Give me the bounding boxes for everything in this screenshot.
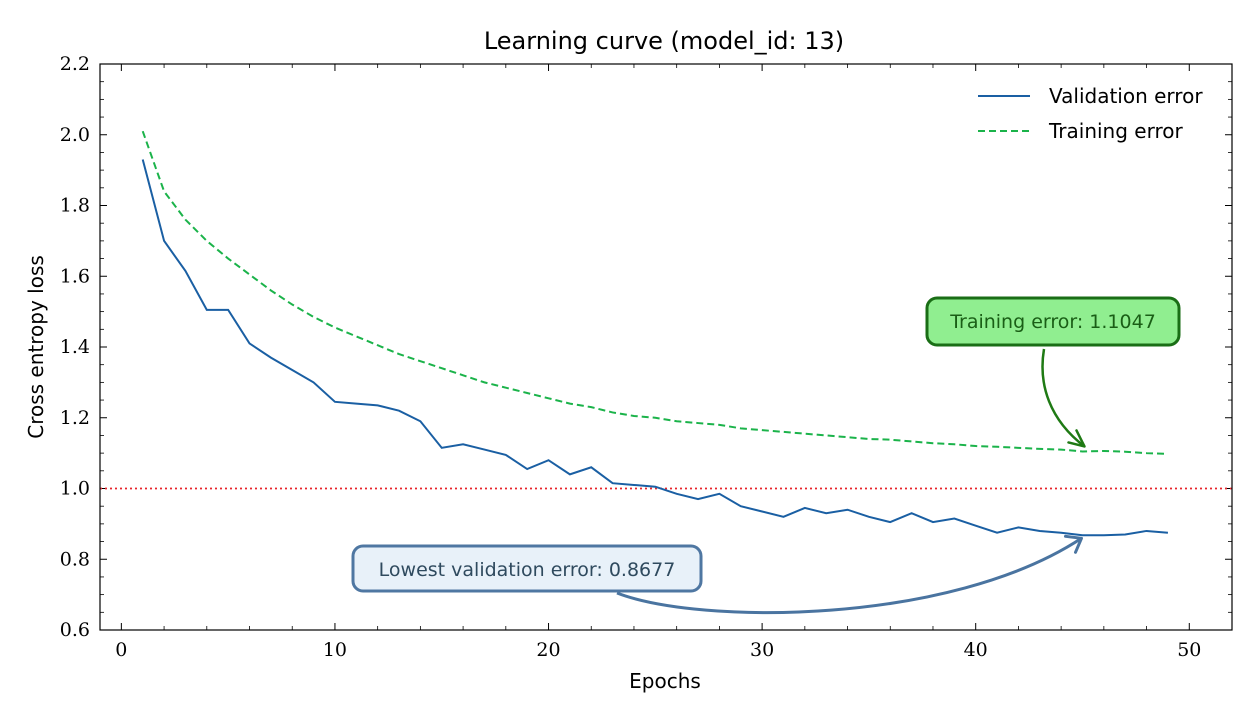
legend-label-training: Training error: [1048, 119, 1183, 143]
x-tick-label: 0: [115, 639, 127, 661]
validation-error-line: [141, 159, 1169, 537]
x-tick-label: 30: [750, 639, 774, 661]
validation-annotation-text: Lowest validation error: 0.8677: [379, 559, 676, 581]
y-tick-label: 1.2: [60, 407, 90, 429]
y-tick-label: 1.4: [60, 336, 90, 358]
training-annotation-text: Training error: 1.1047: [949, 311, 1156, 333]
y-axis-label: Cross entropy loss: [24, 255, 48, 439]
validation-annotation-arrowhead: [1063, 534, 1083, 554]
legend: Validation error Training error: [978, 84, 1203, 143]
y-tick-label: 1.6: [60, 265, 90, 287]
x-tick-label: 40: [964, 639, 988, 661]
y-tick-label: 2.0: [60, 124, 90, 146]
annotations: Training error: 1.1047 Lowest validation …: [351, 296, 1181, 615]
y-tick-label: 0.8: [60, 548, 90, 570]
chart-title: Learning curve (model_id: 13): [484, 27, 844, 55]
x-tick-label: 20: [536, 639, 560, 661]
training-annotation-arrowhead: [1067, 429, 1086, 448]
training-error-line: [141, 130, 1168, 455]
lines-layer: [100, 130, 1232, 537]
validation-annotation-box: [351, 544, 703, 593]
training-annotation-arrow: [1041, 348, 1086, 448]
training-annotation-box: [925, 296, 1181, 347]
x-axis-label: Epochs: [629, 669, 701, 693]
y-tick-label: 2.2: [60, 53, 90, 75]
validation-annotation-arrow: [616, 537, 1083, 615]
legend-label-validation: Validation error: [1049, 84, 1203, 108]
ticks-layer: 0 10 20 30 40 50 0.6 0.8 1.0 1.2 1.4 1.6 1.8 2.0 2.2: [60, 53, 1233, 661]
y-tick-label: 1.8: [60, 195, 90, 217]
x-tick-label: 10: [323, 639, 347, 661]
plot-frame: [99, 63, 1233, 631]
x-tick-label: 50: [1177, 639, 1201, 661]
y-tick-label: 0.6: [60, 619, 90, 641]
y-tick-label: 1.0: [60, 478, 90, 500]
